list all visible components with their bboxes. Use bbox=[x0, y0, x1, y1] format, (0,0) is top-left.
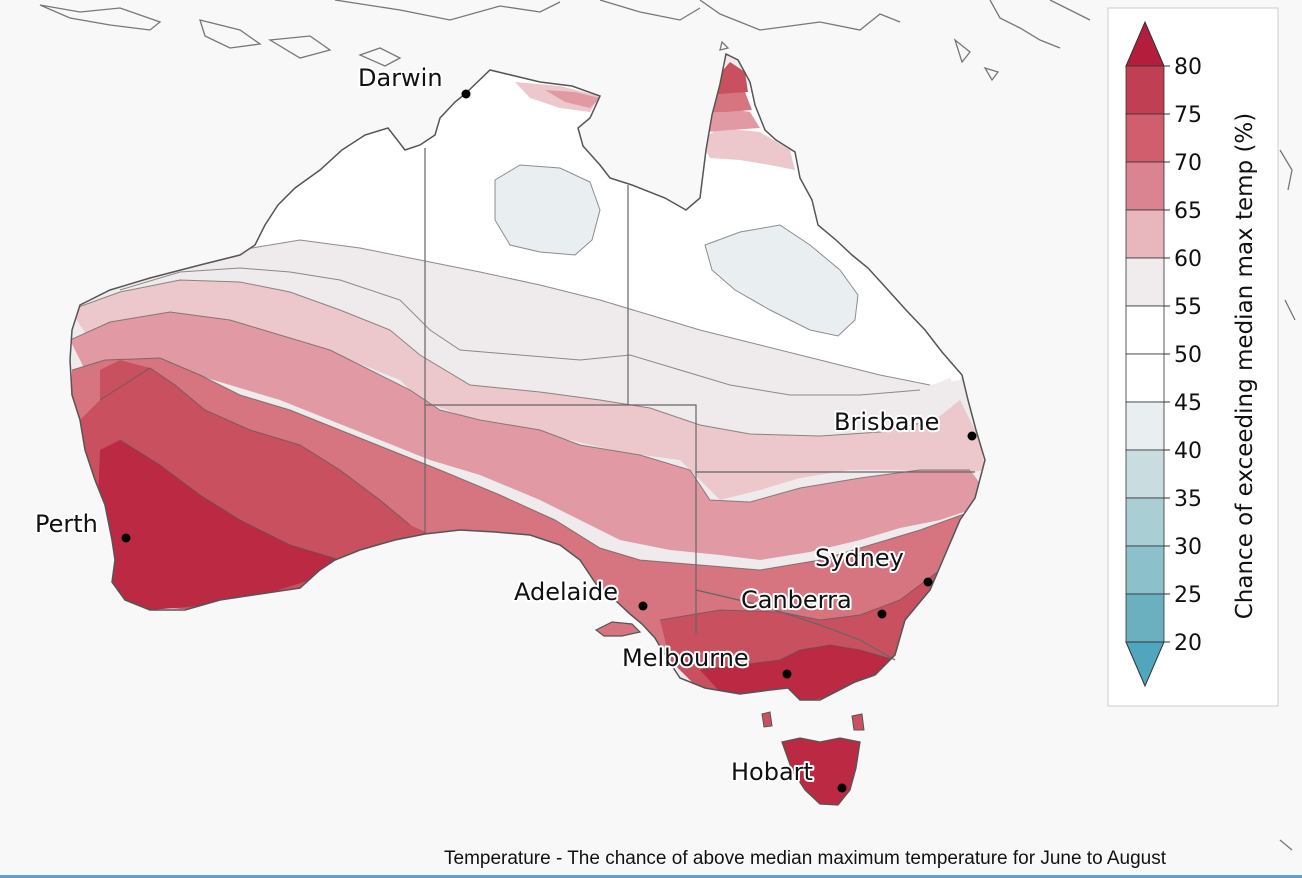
zone-cape-york-65 bbox=[705, 108, 760, 132]
city-label-adelaide: Adelaide bbox=[514, 578, 618, 606]
legend-band bbox=[1125, 497, 1165, 547]
city-label-melbourne: Melbourne bbox=[622, 644, 749, 672]
legend-band bbox=[1125, 545, 1165, 595]
city-label-brisbane: Brisbane bbox=[834, 408, 939, 436]
neighbouring-islands bbox=[39, 0, 1296, 851]
legend-title: Chance of exceeding median max temp (%) bbox=[1232, 113, 1258, 620]
zone-65 bbox=[70, 312, 985, 560]
legend-tick-label: 80 bbox=[1174, 55, 1202, 80]
mainland-zones bbox=[70, 54, 985, 700]
legend-colorbar bbox=[1125, 20, 1165, 688]
legend-tick-label: 70 bbox=[1174, 151, 1202, 176]
legend-tick-label: 60 bbox=[1174, 247, 1202, 272]
legend-band bbox=[1125, 593, 1165, 643]
legend-arrow-bottom bbox=[1125, 641, 1165, 688]
legend-tick-label: 55 bbox=[1174, 295, 1202, 320]
zone-cape-york-70 bbox=[712, 88, 752, 112]
legend-tick-label: 30 bbox=[1174, 535, 1202, 560]
legend-tick-label: 75 bbox=[1174, 103, 1202, 128]
legend-band bbox=[1125, 401, 1165, 451]
city-dot-sydney bbox=[923, 577, 933, 587]
legend-tick-label: 40 bbox=[1174, 439, 1202, 464]
city-dot-brisbane bbox=[967, 431, 977, 441]
city-label-sydney: Sydney bbox=[815, 544, 904, 572]
king-island bbox=[761, 711, 773, 728]
legend-tick-label: 50 bbox=[1174, 343, 1202, 368]
city-dot-canberra bbox=[877, 609, 887, 619]
city-dot-perth bbox=[121, 533, 131, 543]
city-markers: Darwin Brisbane Perth Sydney Adelaide Canberr… bbox=[33, 62, 977, 793]
legend-tick-label: 45 bbox=[1174, 391, 1202, 416]
zone-cape-york-60 bbox=[700, 128, 795, 170]
legend-band bbox=[1125, 353, 1165, 403]
city-label-darwin: Darwin bbox=[358, 64, 443, 92]
mainland-coastline bbox=[69, 52, 986, 701]
legend-band bbox=[1125, 113, 1165, 163]
legend-band bbox=[1125, 305, 1165, 355]
zone-45-east bbox=[705, 225, 858, 336]
map-caption: Temperature - The chance of above median… bbox=[444, 848, 1167, 869]
bottom-accent-line bbox=[0, 875, 1302, 878]
city-dot-adelaide bbox=[638, 601, 648, 611]
legend-tick-label: 35 bbox=[1174, 487, 1202, 512]
legend-tick-label: 25 bbox=[1174, 583, 1202, 608]
city-dot-darwin bbox=[461, 89, 471, 99]
legend-band bbox=[1125, 257, 1165, 307]
city-label-canberra: Canberra bbox=[741, 586, 852, 614]
contour-lines bbox=[70, 164, 981, 671]
legend-tick-label: 20 bbox=[1174, 631, 1202, 656]
zone-60 bbox=[70, 280, 985, 500]
zone-80 bbox=[98, 440, 340, 610]
city-dot-hobart bbox=[837, 783, 847, 793]
city-label-perth: Perth bbox=[35, 510, 98, 538]
city-dot-melbourne bbox=[782, 669, 792, 679]
legend-band bbox=[1125, 161, 1165, 211]
legend: 80 75 70 65 60 55 50 45 40 35 30 25 20 Chance of exc… bbox=[1107, 7, 1279, 707]
legend-band bbox=[1125, 449, 1165, 499]
zone-cape-york-75 bbox=[716, 62, 748, 94]
legend-tick-labels: 80 75 70 65 60 55 50 45 40 35 30 25 20 bbox=[1164, 55, 1202, 656]
city-label-hobart: Hobart bbox=[731, 758, 813, 786]
flinders-island bbox=[851, 713, 865, 731]
zone-arnhem-65 bbox=[545, 90, 600, 108]
legend-band bbox=[1125, 65, 1165, 115]
legend-tick-label: 65 bbox=[1174, 199, 1202, 224]
kangaroo-island bbox=[594, 621, 642, 637]
state-borders bbox=[424, 148, 975, 661]
zone-45-north bbox=[495, 165, 600, 255]
legend-band bbox=[1125, 209, 1165, 259]
